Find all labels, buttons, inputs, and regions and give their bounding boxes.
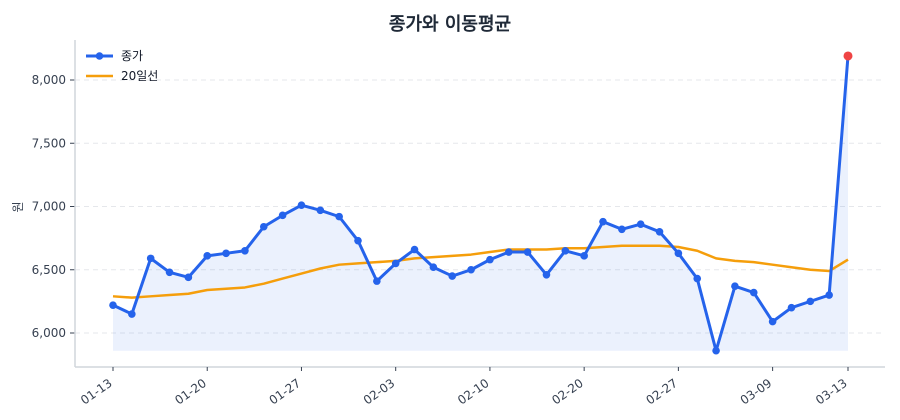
data-point-marker	[222, 249, 230, 258]
data-point-marker	[731, 282, 739, 290]
data-point-marker	[128, 310, 136, 318]
chart-title: 종가와 이동평균	[388, 14, 512, 35]
y-tick-label: 6,500	[32, 263, 66, 277]
data-point-marker	[184, 273, 193, 282]
data-point-marker	[316, 206, 325, 215]
x-tick-label: 01-20	[172, 376, 209, 407]
data-point-marker	[241, 246, 249, 255]
x-tick-label: 02-27	[644, 376, 681, 407]
data-point-marker	[373, 277, 381, 285]
data-point-marker	[806, 297, 815, 306]
data-point-marker	[278, 211, 287, 220]
legend-label: 20일선	[121, 69, 158, 83]
close-price-line	[109, 51, 853, 355]
data-point-marker	[203, 252, 212, 260]
data-point-marker	[599, 217, 607, 226]
data-point-marker	[467, 265, 475, 274]
axes: 6,000 6,500 7,000 7,500 8,000 01-13 01-20 01-27…	[11, 40, 885, 407]
ma20-line	[112, 244, 849, 299]
x-tick-label: 02-03	[361, 376, 398, 407]
legend-marker-icon	[95, 52, 104, 60]
data-point-marker	[410, 245, 419, 254]
x-tick-label: 03-13	[813, 376, 850, 407]
latest-price-marker	[843, 51, 853, 61]
data-point-marker	[354, 236, 362, 245]
x-tick-label: 01-13	[78, 376, 115, 407]
data-point-marker	[712, 346, 720, 355]
data-point-marker	[391, 259, 400, 268]
data-point-marker	[749, 288, 758, 297]
y-tick-label: 7,500	[32, 136, 66, 150]
data-point-marker	[693, 274, 702, 283]
ma20-polyline	[112, 244, 849, 299]
x-tick-label: 02-20	[549, 376, 586, 407]
x-tick-label: 02-10	[455, 376, 492, 407]
data-point-marker	[259, 222, 268, 231]
data-point-marker	[580, 252, 588, 260]
area-fill	[113, 55, 848, 351]
data-point-marker	[542, 271, 551, 279]
data-point-marker	[297, 201, 306, 210]
legend: 종가 20일선	[86, 49, 158, 83]
data-point-marker	[448, 272, 457, 280]
data-point-marker	[486, 255, 494, 264]
data-point-marker	[165, 268, 174, 277]
y-axis-title: 원	[11, 201, 25, 212]
data-point-marker	[787, 303, 796, 312]
data-point-marker	[618, 225, 626, 234]
data-point-marker	[429, 263, 438, 272]
data-point-marker	[335, 212, 343, 221]
data-point-marker	[655, 228, 664, 236]
data-point-marker	[636, 220, 645, 229]
data-point-marker	[674, 249, 683, 258]
y-tick-label: 7,000	[32, 200, 66, 214]
x-tick-label: 01-27	[267, 376, 304, 407]
data-point-marker	[109, 301, 117, 309]
legend-label: 종가	[121, 49, 143, 63]
data-point-marker	[768, 317, 777, 326]
grid-lines	[75, 79, 885, 334]
y-tick-label: 6,000	[32, 326, 66, 340]
close-polyline	[112, 55, 850, 353]
data-point-marker	[504, 248, 513, 256]
y-tick-label: 8,000	[32, 73, 66, 87]
data-point-marker	[146, 254, 155, 263]
data-point-marker	[523, 248, 532, 256]
close-price-area	[113, 55, 848, 351]
data-point-marker	[825, 291, 833, 299]
x-tick-label: 03-09	[738, 376, 775, 407]
data-point-marker	[561, 246, 570, 255]
